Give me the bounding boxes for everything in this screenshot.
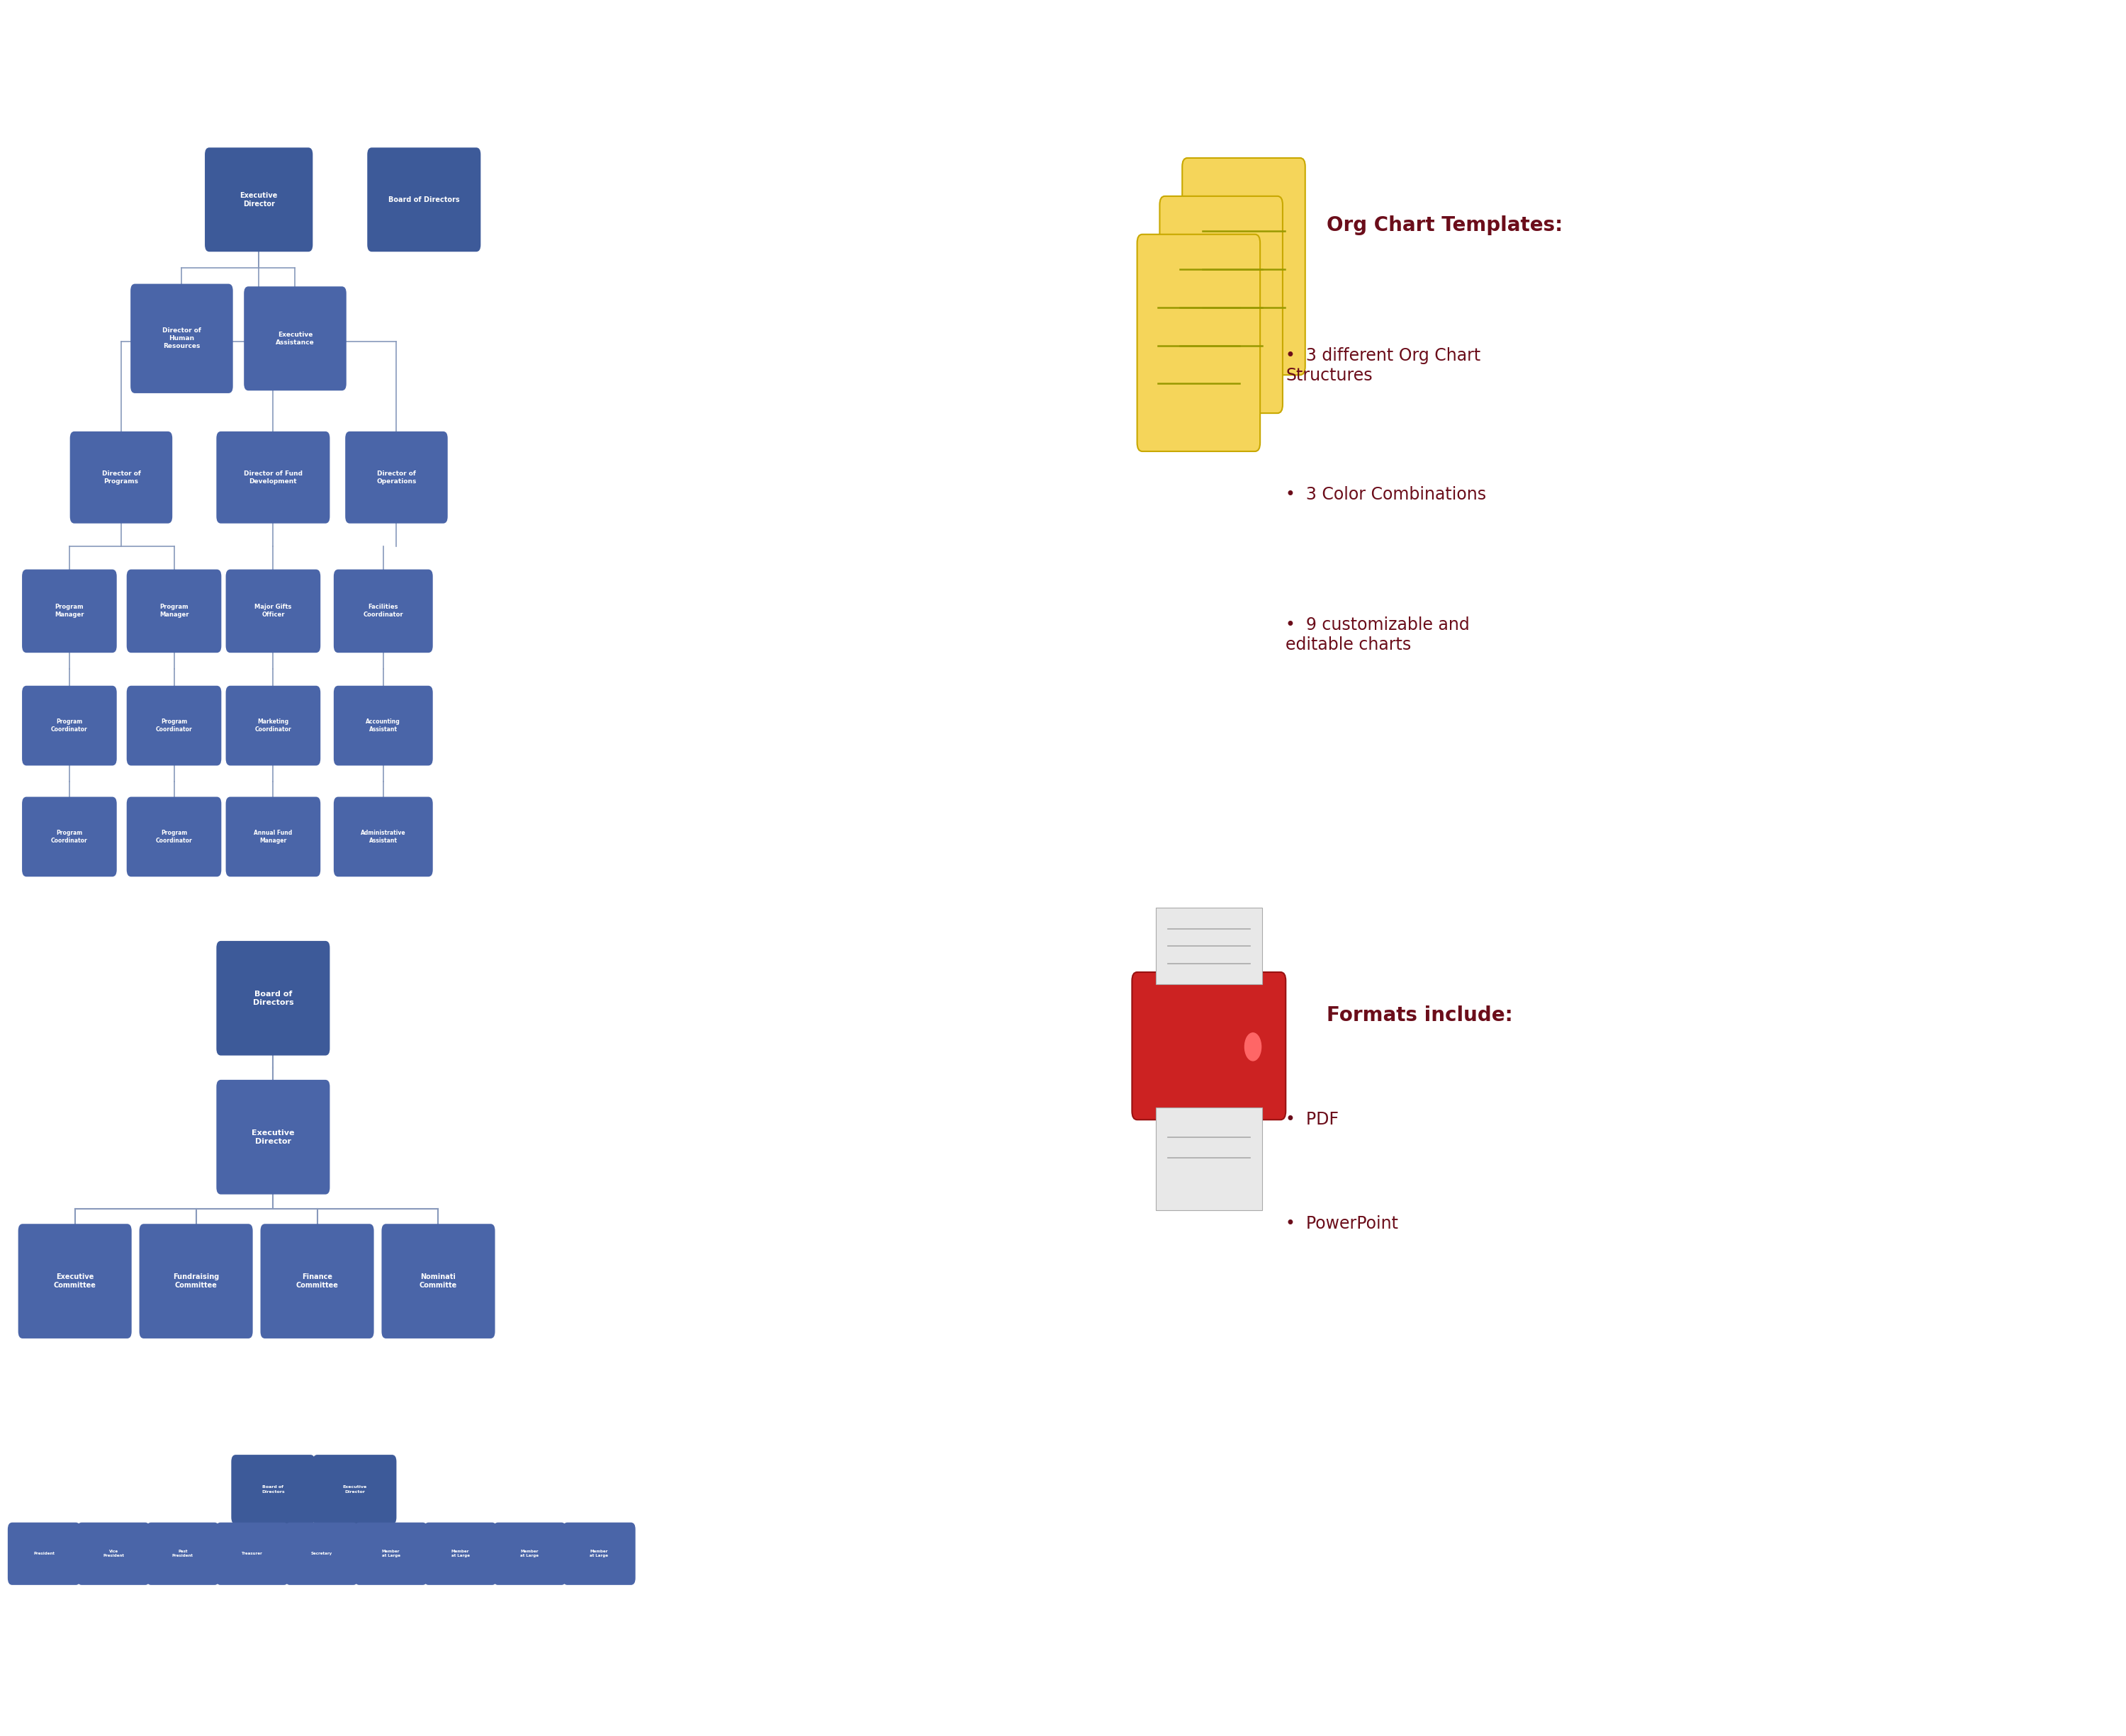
- FancyBboxPatch shape: [217, 1080, 330, 1194]
- FancyBboxPatch shape: [334, 686, 434, 766]
- FancyBboxPatch shape: [128, 569, 221, 653]
- Text: Facilities
Coordinator: Facilities Coordinator: [364, 604, 404, 618]
- FancyBboxPatch shape: [128, 797, 221, 877]
- FancyBboxPatch shape: [1159, 196, 1282, 413]
- FancyBboxPatch shape: [130, 283, 234, 392]
- FancyBboxPatch shape: [313, 1455, 395, 1524]
- FancyBboxPatch shape: [261, 1224, 374, 1338]
- FancyBboxPatch shape: [21, 686, 117, 766]
- FancyBboxPatch shape: [368, 148, 480, 252]
- FancyBboxPatch shape: [147, 1522, 219, 1585]
- FancyBboxPatch shape: [225, 569, 321, 653]
- Text: Program
Manager: Program Manager: [159, 604, 189, 618]
- Text: Member
at Large: Member at Large: [589, 1550, 608, 1557]
- Text: Nominati
Committe: Nominati Committe: [419, 1272, 457, 1290]
- Text: Finance
Committee: Finance Committee: [296, 1272, 338, 1290]
- Text: Program
Manager: Program Manager: [55, 604, 85, 618]
- Text: Director of
Human
Resources: Director of Human Resources: [162, 328, 202, 349]
- FancyBboxPatch shape: [244, 286, 347, 391]
- Text: Director of Fund
Development: Director of Fund Development: [244, 470, 302, 484]
- FancyBboxPatch shape: [21, 569, 117, 653]
- FancyBboxPatch shape: [1131, 972, 1286, 1120]
- FancyBboxPatch shape: [1137, 234, 1261, 451]
- Text: Major Gifts
Officer: Major Gifts Officer: [255, 604, 291, 618]
- Text: •  PowerPoint: • PowerPoint: [1286, 1215, 1399, 1233]
- Text: Director of
Programs: Director of Programs: [102, 470, 140, 484]
- Text: Executive
Director: Executive Director: [251, 1128, 296, 1146]
- FancyBboxPatch shape: [217, 941, 330, 1055]
- Text: Org Chart Templates:: Org Chart Templates:: [1327, 215, 1563, 236]
- FancyBboxPatch shape: [21, 797, 117, 877]
- FancyBboxPatch shape: [9, 1522, 81, 1585]
- Text: Board of Directors: Board of Directors: [389, 196, 459, 203]
- FancyBboxPatch shape: [217, 1522, 289, 1585]
- Text: Member
at Large: Member at Large: [451, 1550, 470, 1557]
- Text: Executive
Director: Executive Director: [342, 1486, 368, 1493]
- Text: Secretary: Secretary: [310, 1552, 332, 1555]
- FancyBboxPatch shape: [1157, 908, 1263, 984]
- FancyBboxPatch shape: [493, 1522, 566, 1585]
- FancyBboxPatch shape: [334, 569, 434, 653]
- FancyBboxPatch shape: [77, 1522, 149, 1585]
- Text: President: President: [34, 1552, 55, 1555]
- FancyBboxPatch shape: [381, 1224, 495, 1338]
- FancyBboxPatch shape: [285, 1522, 357, 1585]
- Text: Formats include:: Formats include:: [1327, 1005, 1514, 1026]
- Text: •  PDF: • PDF: [1286, 1111, 1339, 1128]
- Text: Director of
Operations: Director of Operations: [376, 470, 417, 484]
- Text: Accounting
Assistant: Accounting Assistant: [366, 719, 400, 733]
- FancyBboxPatch shape: [204, 148, 313, 252]
- FancyBboxPatch shape: [563, 1522, 636, 1585]
- Text: Administrative
Assistant: Administrative Assistant: [361, 830, 406, 844]
- FancyBboxPatch shape: [1182, 158, 1305, 375]
- FancyBboxPatch shape: [334, 797, 434, 877]
- FancyBboxPatch shape: [70, 431, 172, 524]
- Text: Program
Coordinator: Program Coordinator: [51, 830, 87, 844]
- Circle shape: [1244, 1033, 1261, 1061]
- Text: Executive
Committee: Executive Committee: [53, 1272, 96, 1290]
- FancyBboxPatch shape: [19, 1224, 132, 1338]
- Text: Vice
President: Vice President: [102, 1550, 123, 1557]
- FancyBboxPatch shape: [128, 686, 221, 766]
- FancyBboxPatch shape: [140, 1224, 253, 1338]
- Text: •  9 customizable and
editable charts: • 9 customizable and editable charts: [1286, 616, 1469, 653]
- Text: Annual Fund
Manager: Annual Fund Manager: [253, 830, 293, 844]
- Text: Executive
Assistance: Executive Assistance: [276, 332, 315, 345]
- Text: •  3 Color Combinations: • 3 Color Combinations: [1286, 486, 1486, 503]
- Text: Member
at Large: Member at Large: [521, 1550, 538, 1557]
- Text: Past
President: Past President: [172, 1550, 193, 1557]
- Text: Fundraising
Committee: Fundraising Committee: [172, 1272, 219, 1290]
- FancyBboxPatch shape: [225, 686, 321, 766]
- Text: Treasurer: Treasurer: [242, 1552, 264, 1555]
- FancyBboxPatch shape: [232, 1455, 315, 1524]
- Text: •  3 different Org Chart
Structures: • 3 different Org Chart Structures: [1286, 347, 1482, 384]
- FancyBboxPatch shape: [423, 1522, 497, 1585]
- FancyBboxPatch shape: [225, 797, 321, 877]
- Text: Program
Coordinator: Program Coordinator: [155, 830, 191, 844]
- FancyBboxPatch shape: [344, 431, 449, 524]
- FancyBboxPatch shape: [217, 431, 330, 524]
- Text: Board of
Directors: Board of Directors: [253, 990, 293, 1007]
- Text: Executive
Director: Executive Director: [240, 191, 279, 208]
- Text: Marketing
Coordinator: Marketing Coordinator: [255, 719, 291, 733]
- Text: Program
Coordinator: Program Coordinator: [51, 719, 87, 733]
- Text: Board of
Directors: Board of Directors: [261, 1486, 285, 1493]
- FancyBboxPatch shape: [1157, 1108, 1263, 1210]
- Text: Program
Coordinator: Program Coordinator: [155, 719, 191, 733]
- FancyBboxPatch shape: [355, 1522, 427, 1585]
- Text: Member
at Large: Member at Large: [383, 1550, 400, 1557]
